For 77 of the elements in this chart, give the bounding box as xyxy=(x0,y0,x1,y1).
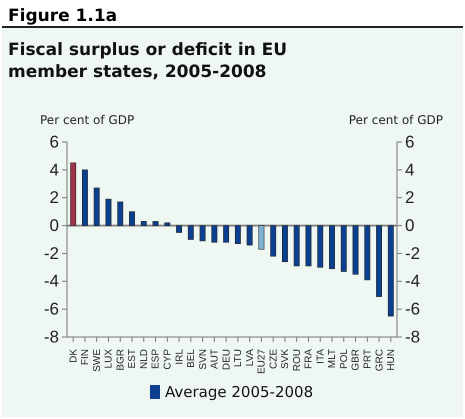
x-tick-label: POL xyxy=(338,348,350,370)
bar xyxy=(211,225,218,243)
bar xyxy=(388,225,394,316)
bar xyxy=(106,198,112,226)
bar xyxy=(94,188,100,226)
x-tick-label: SWE xyxy=(92,348,103,372)
y2-tick-label: -2 xyxy=(405,244,420,263)
x-tick-label: EU27 xyxy=(256,348,268,374)
bar xyxy=(117,202,124,226)
bar xyxy=(176,225,182,233)
bar xyxy=(352,225,358,275)
y-tick-label: -6 xyxy=(44,300,59,319)
bar xyxy=(306,225,312,266)
x-tick-label: LTU xyxy=(233,349,244,368)
y2-tick-label: 4 xyxy=(405,160,414,180)
bar xyxy=(340,225,347,272)
bar xyxy=(152,221,158,226)
x-tick-label: IRL xyxy=(174,348,186,365)
y2-tick-label: 6 xyxy=(405,132,414,152)
bar xyxy=(258,225,264,250)
bar xyxy=(129,211,135,226)
bar xyxy=(164,222,170,226)
x-tick-label: GRC xyxy=(374,349,386,372)
bar xyxy=(317,225,324,268)
bar xyxy=(200,225,206,242)
x-tick-label: BEL xyxy=(186,348,198,368)
x-tick-label: EST xyxy=(127,349,138,368)
chart-subtitle: Fiscal surplus or deficit in EU member states, 2005-2008 xyxy=(8,40,288,82)
x-tick-label: PRT xyxy=(362,349,374,369)
bar xyxy=(329,225,335,270)
y-tick-label: -4 xyxy=(44,272,59,291)
bar xyxy=(270,225,276,257)
y2-tick-label: -8 xyxy=(405,327,420,346)
bar xyxy=(364,225,370,280)
bar xyxy=(376,225,382,297)
chart-title: Figure 1.1a xyxy=(8,6,118,26)
bar xyxy=(294,225,300,266)
y-tick-label: 2 xyxy=(50,188,59,208)
y-tick-label: -8 xyxy=(44,327,59,346)
bar xyxy=(246,225,253,246)
x-tick-label: CZE xyxy=(268,348,280,369)
bar xyxy=(223,225,230,243)
x-tick-label: LUX xyxy=(104,348,115,368)
x-tick-label: ITA xyxy=(315,348,326,364)
x-tick-label: DK xyxy=(68,348,80,363)
y-tick-label: 4 xyxy=(50,160,59,180)
x-tick-label: SVN xyxy=(198,349,209,370)
x-tick-label: ESP xyxy=(150,348,162,370)
y2-tick-label: -4 xyxy=(405,272,420,291)
x-tick-label: LVA xyxy=(244,348,256,366)
x-tick-label: AUT xyxy=(210,349,221,369)
x-tick-label: GBR xyxy=(350,349,362,371)
y-axis-title: Per cent of GDP xyxy=(40,113,134,127)
y2-tick-label: 2 xyxy=(405,188,414,208)
x-tick-label: CYP xyxy=(162,348,174,370)
x-tick-label: SVK xyxy=(280,348,292,370)
legend-label: Average 2005-2008 xyxy=(165,383,314,401)
x-tick-label: FRA xyxy=(304,348,315,369)
x-tick-label: DEU xyxy=(221,349,232,370)
x-tick-label: ROU xyxy=(292,349,303,372)
bar xyxy=(70,162,76,226)
y2-axis-title: Per cent of GDP xyxy=(348,113,443,127)
y-tick-label: 6 xyxy=(50,132,59,152)
y-tick-label: 0 xyxy=(50,216,59,236)
x-tick-label: FIN xyxy=(80,349,92,366)
bar xyxy=(282,225,288,262)
bar xyxy=(140,221,147,226)
y-tick-label: -2 xyxy=(44,244,59,263)
y2-tick-label: -6 xyxy=(405,300,420,319)
x-tick-label: NLD xyxy=(138,349,150,370)
bar xyxy=(82,170,88,226)
bar xyxy=(188,225,194,240)
bar xyxy=(234,225,241,244)
x-tick-label: MLT xyxy=(327,349,338,368)
x-tick-label: HUN xyxy=(386,349,398,371)
y2-tick-label: 0 xyxy=(405,216,414,236)
x-tick-label: BGR xyxy=(115,349,126,371)
